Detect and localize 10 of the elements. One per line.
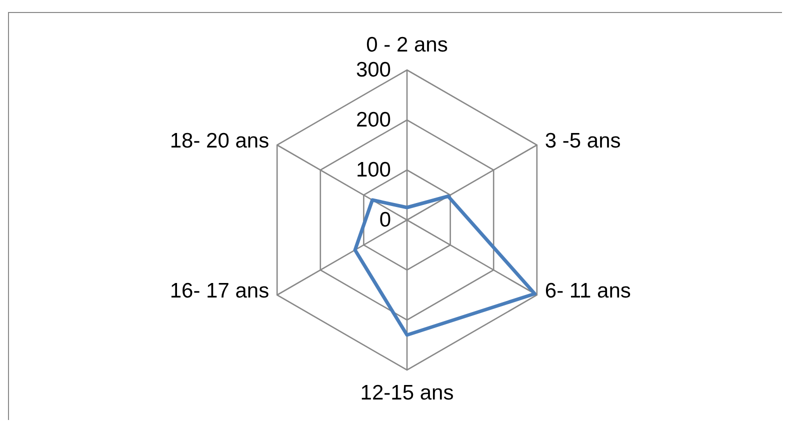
spoke-label: 3 -5 ans	[544, 130, 621, 152]
y-tick-label: 0	[379, 208, 391, 232]
y-tick-label: 300	[356, 58, 391, 82]
y-tick-label: 100	[356, 158, 391, 182]
y-tick-label: 200	[356, 108, 391, 132]
spoke-label: 16- 17 ans	[170, 280, 270, 302]
spoke-label: 6- 11 ans	[544, 280, 631, 302]
spoke-label: 12-15 ans	[360, 382, 454, 404]
spoke-label: 0 - 2 ans	[366, 34, 448, 56]
spoke-label: 18- 20 ans	[170, 130, 270, 152]
